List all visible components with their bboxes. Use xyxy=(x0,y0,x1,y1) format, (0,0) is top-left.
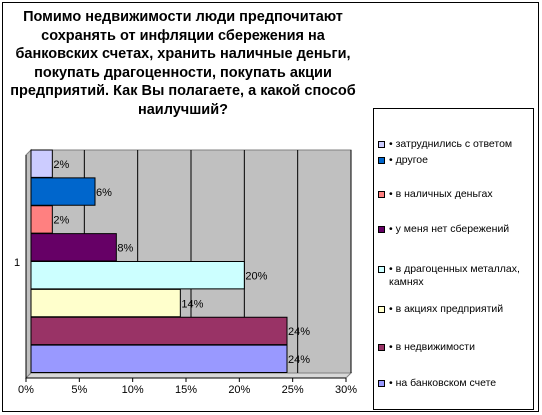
bar xyxy=(30,344,288,373)
chart-title: Помимо недвижимости люди предпочитают со… xyxy=(10,9,356,118)
legend-swatch xyxy=(378,191,385,198)
data-label: 6% xyxy=(96,187,112,199)
legend-swatch xyxy=(378,380,385,387)
legend-label: • затруднились с ответом xyxy=(389,138,513,150)
legend-label: • у меня нет сбережений xyxy=(389,223,510,235)
legend-swatch xyxy=(378,226,385,233)
legend-swatch xyxy=(378,157,385,164)
bar xyxy=(30,288,181,318)
x-tick-label: 15% xyxy=(175,384,197,396)
data-label: 2% xyxy=(53,215,69,227)
legend: • затруднились с ответом • другое • в нали… xyxy=(373,108,534,410)
legend-label: • в недвижимости xyxy=(389,341,475,353)
legend-label: • другое xyxy=(389,154,428,166)
x-tick-label: 0% xyxy=(18,384,34,396)
legend-label: • на банковском счете xyxy=(389,377,497,389)
legend-label: • в акциях предприятий xyxy=(389,303,504,315)
legend-swatch xyxy=(378,266,385,273)
x-tick-label: 25% xyxy=(282,384,304,396)
legend-label: • в драгоценных металлах, камнях xyxy=(389,263,520,288)
legend-swatch xyxy=(378,306,385,313)
legend-swatch xyxy=(378,344,385,351)
legend-label: • в наличных деньгах xyxy=(389,188,493,200)
category-label: 1 xyxy=(14,257,20,269)
data-label: 14% xyxy=(181,298,203,310)
data-label: 2% xyxy=(53,159,69,171)
plot-floor xyxy=(24,372,353,379)
data-label: 24% xyxy=(288,326,310,338)
x-tick-label: 20% xyxy=(228,384,250,396)
x-tick-label: 5% xyxy=(71,384,87,396)
legend-swatch xyxy=(378,141,385,148)
x-tick-label: 10% xyxy=(122,384,144,396)
plot-area: 0% 5% 10% 15% 20% 25% 30% 1 2% 6% 2% 8% 20% 14% 24% 24% xyxy=(14,148,357,396)
x-tick-label: 30% xyxy=(335,384,357,396)
data-label: 20% xyxy=(245,270,267,282)
bar xyxy=(30,316,288,346)
bar xyxy=(30,261,245,290)
plot-side-wall xyxy=(25,148,32,380)
bar xyxy=(30,233,117,262)
bar xyxy=(30,205,53,234)
data-label: 24% xyxy=(288,354,310,366)
bar xyxy=(30,177,96,206)
bar xyxy=(30,149,53,178)
data-label: 8% xyxy=(117,243,133,255)
bar-chart: 0% 5% 10% 15% 20% 25% 30% 1 2% 6% 2% 8% 20% 14% 24% 24% xyxy=(14,148,357,396)
